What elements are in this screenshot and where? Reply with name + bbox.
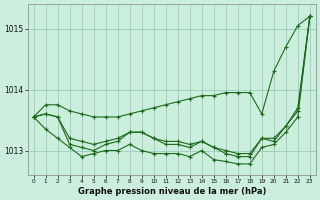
X-axis label: Graphe pression niveau de la mer (hPa): Graphe pression niveau de la mer (hPa) (77, 187, 266, 196)
